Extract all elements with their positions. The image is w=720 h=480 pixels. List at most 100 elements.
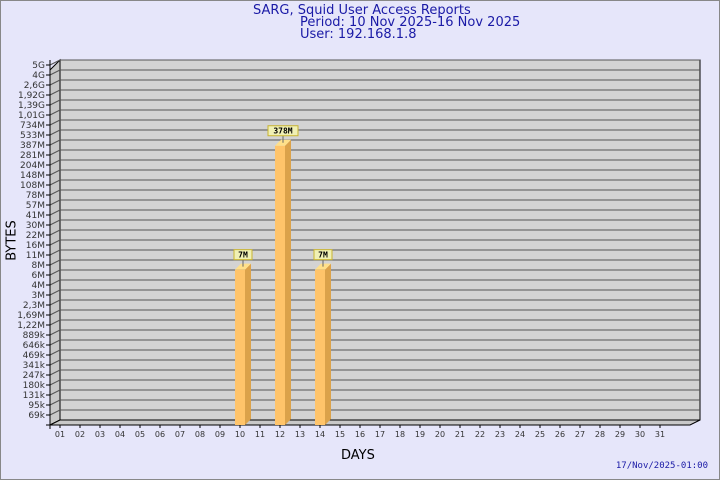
y-tick-label: 1,39G <box>18 101 45 111</box>
gridline-side <box>49 409 61 416</box>
x-tick-label: 12 <box>275 430 285 439</box>
bar-side <box>245 263 251 425</box>
y-tick-label: 78M <box>26 191 45 201</box>
y-tick-label: 1,01G <box>18 111 45 121</box>
gridline-side <box>49 69 61 76</box>
x-tick-label: 15 <box>335 430 345 439</box>
gridline-side <box>49 139 61 146</box>
y-tick-label: 281M <box>20 151 45 161</box>
data-label: 7M <box>318 251 328 260</box>
y-tick-label: 5G <box>32 61 45 71</box>
x-tick-label: 07 <box>175 430 185 439</box>
y-tick-label: 387M <box>20 141 45 151</box>
bar <box>275 145 285 425</box>
y-tick-label: 889k <box>23 331 46 341</box>
y-tick-label: 30M <box>26 221 45 231</box>
chart-user: User: 192.168.1.8 <box>300 27 417 42</box>
y-tick-label: 1,69M <box>17 311 45 321</box>
data-label-box <box>313 249 333 261</box>
y-tick-label: 734M <box>20 121 45 131</box>
x-tick-label: 05 <box>135 430 145 439</box>
gridline-side <box>49 99 61 106</box>
x-tick-label: 22 <box>475 430 485 439</box>
gridline-side <box>49 349 61 356</box>
y-tick-label: 16M <box>26 241 45 251</box>
y-tick-label: 22M <box>26 231 45 241</box>
x-tick-label: 21 <box>455 430 465 439</box>
gridline-side <box>49 339 61 346</box>
y-tick-label: 646k <box>23 341 46 351</box>
gridline-side <box>49 169 61 176</box>
gridline-side <box>49 259 61 266</box>
x-tick-label: 10 <box>235 430 245 439</box>
y-tick-label: 2,3M <box>23 301 45 311</box>
y-tick-label: 8M <box>32 261 46 271</box>
y-tick-label: 469k <box>23 351 46 361</box>
chart-period: Period: 10 Nov 2025-16 Nov 2025 <box>300 15 521 30</box>
gridline-side <box>49 249 61 256</box>
gridline-side <box>49 159 61 166</box>
x-tick-label: 08 <box>195 430 205 439</box>
gridline-side <box>49 299 61 306</box>
data-label: 378M <box>273 127 292 136</box>
x-tick-label: 02 <box>75 430 85 439</box>
x-tick-label: 16 <box>355 430 365 439</box>
x-tick-label: 03 <box>95 430 105 439</box>
y-tick-label: 69k <box>28 411 45 421</box>
data-label-box <box>267 125 299 137</box>
y-tick-label: 6M <box>32 271 46 281</box>
gridline-side <box>49 219 61 226</box>
gridline-side <box>49 239 61 246</box>
gridline-side <box>49 369 61 376</box>
y-tick-label: 4G <box>32 71 45 81</box>
x-tick-label: 28 <box>595 430 605 439</box>
y-tick-label: 131k <box>23 391 46 401</box>
y-tick-label: 4M <box>32 281 46 291</box>
gridline-side <box>49 309 61 316</box>
x-tick-label: 01 <box>55 430 65 439</box>
data-label: 7M <box>238 251 248 260</box>
bar <box>315 269 325 425</box>
gridline-side <box>49 229 61 236</box>
gridline-side <box>49 189 61 196</box>
gridline-side <box>49 179 61 186</box>
y-tick-label: 57M <box>26 201 45 211</box>
gridline-side <box>49 209 61 216</box>
gridline-side <box>49 269 61 276</box>
x-tick-label: 09 <box>215 430 225 439</box>
x-tick-label: 27 <box>575 430 585 439</box>
plot-floor <box>49 419 701 426</box>
y-tick-label: 341k <box>23 361 46 371</box>
gridline-side <box>49 109 61 116</box>
y-tick-label: 41M <box>26 211 45 221</box>
y-tick-label: 180k <box>23 381 46 391</box>
bar-side <box>325 263 331 425</box>
x-tick-label: 11 <box>255 430 265 439</box>
x-tick-label: 25 <box>535 430 545 439</box>
gridline-side <box>49 389 61 396</box>
data-label-box <box>233 249 253 261</box>
y-tick-label: 3M <box>32 291 46 301</box>
gridline-side <box>49 129 61 136</box>
x-tick-label: 19 <box>415 430 425 439</box>
gridline-side <box>49 379 61 386</box>
y-tick-label: 148M <box>20 171 45 181</box>
x-tick-label: 24 <box>515 430 525 439</box>
gridline-side <box>49 59 61 66</box>
y-tick-label: 2,6G <box>24 81 45 91</box>
x-tick-label: 17 <box>375 430 385 439</box>
gridline-side <box>49 89 61 96</box>
y-tick-label: 247k <box>23 371 46 381</box>
gridline-side <box>49 119 61 126</box>
x-tick-label: 23 <box>495 430 505 439</box>
gridline-side <box>49 399 61 406</box>
bar <box>235 269 245 425</box>
x-tick-label: 26 <box>555 430 565 439</box>
x-tick-label: 06 <box>155 430 165 439</box>
gridline-side <box>49 149 61 156</box>
gridline-side <box>49 79 61 86</box>
gridline-side <box>49 319 61 326</box>
x-tick-label: 20 <box>435 430 445 439</box>
gridline-side <box>49 329 61 336</box>
